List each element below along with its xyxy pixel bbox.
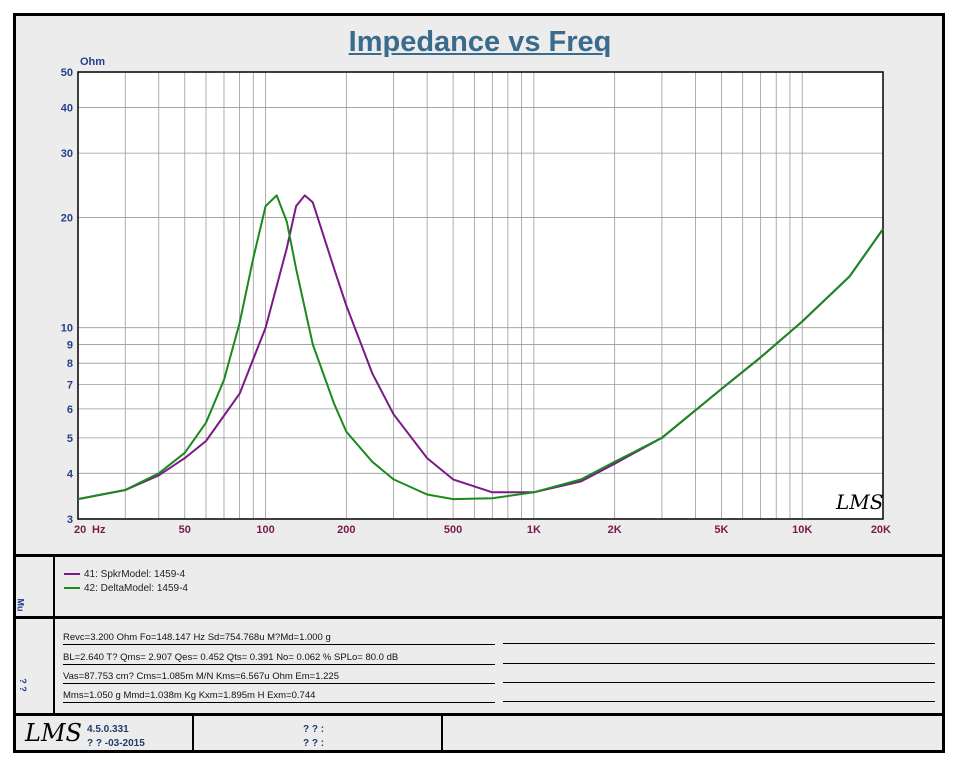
- blank-line-3: [503, 682, 935, 683]
- legend-section-top-border: [13, 554, 945, 557]
- y-tick-label: 4: [67, 468, 74, 480]
- x-tick-label: 5K: [714, 524, 728, 536]
- param-line-3: Vas=87.753 cm? Cms=1.085m M/N Kms=6.567u…: [63, 671, 495, 684]
- legend-label-delta-model: 42: DeltaModel: 1459-4: [84, 583, 188, 594]
- params-section-top-border: [13, 616, 945, 619]
- x-tick-label: 1K: [527, 524, 541, 536]
- y-tick-label: 9: [67, 339, 73, 351]
- series-line-2: [77, 194, 884, 501]
- legend-item-spkr-model: 41: SpkrModel: 1459-4: [64, 569, 185, 580]
- legend-swatch-delta-model: [64, 587, 80, 590]
- param-line-2: BL=2.640 T? Qms= 2.907 Qes= 0.452 Qts= 0…: [63, 652, 495, 665]
- x-tick-label: 200: [337, 524, 355, 536]
- legend-swatch-spkr-model: [64, 573, 80, 576]
- footer-field-2: ? ? :: [303, 738, 325, 749]
- footer-field-1: ? ? :: [303, 724, 325, 735]
- footer-section-top-border: [13, 713, 945, 716]
- x-tick-label: 100: [256, 524, 274, 536]
- legend-label-spkr-model: 41: SpkrModel: 1459-4: [84, 569, 186, 580]
- x-tick-label: 10K: [792, 524, 812, 536]
- params-side-label: ? ?: [17, 678, 28, 692]
- impedance-chart: 3 4 5 6 7 8 9 10 20 30 40 50 20 50 100 200 500 1K 2K 5K 10K 2…: [61, 56, 891, 536]
- y-tick-label: 30: [61, 148, 73, 160]
- param-line-1: Revc=3.200 Ohm Fo=148.147 Hz Sd=754.768u…: [63, 632, 495, 645]
- y-tick-label: 6: [67, 404, 73, 416]
- legend-side-label: Mu: [15, 598, 26, 612]
- plot-area: [78, 72, 883, 519]
- x-tick-label: 50: [179, 524, 191, 536]
- footer-divider-1: [192, 715, 194, 753]
- footer-divider-2: [441, 715, 443, 753]
- legend-item-delta-model: 42: DeltaModel: 1459-4: [64, 583, 188, 594]
- param-line-4: Mms=1.050 g Mmd=1.038m Kg Kxm=1.895m H E…: [63, 690, 495, 703]
- x-tick-label: 20K: [871, 524, 891, 536]
- x-axis-label: Hz: [92, 524, 106, 536]
- blank-line-1: [503, 643, 935, 644]
- report-date: ? ? -03-2015: [87, 738, 145, 749]
- chart-lms-logo: LMS: [836, 490, 884, 514]
- footer-lms-logo: LMS: [25, 719, 82, 747]
- software-version: 4.5.0.331: [87, 724, 129, 735]
- y-tick-label: 3: [67, 514, 73, 526]
- x-tick-label: 2K: [608, 524, 622, 536]
- y-tick-label: 5: [67, 433, 73, 445]
- y-tick-label: 7: [67, 379, 73, 391]
- y-tick-label: 8: [67, 358, 73, 370]
- y-tick-label: 40: [61, 102, 73, 114]
- page-title: Impedance vs Freq: [348, 26, 612, 58]
- x-tick-label: 20: [74, 524, 86, 536]
- y-tick-label: 20: [61, 213, 73, 225]
- blank-line-4: [503, 701, 935, 702]
- blank-line-2: [503, 663, 935, 664]
- plot-border: [77, 71, 884, 520]
- x-tick-label: 500: [444, 524, 462, 536]
- y-tick-label: 10: [61, 323, 73, 335]
- y-axis-label: Ohm: [80, 56, 105, 68]
- side-column-divider: [53, 556, 55, 715]
- y-tick-label: 50: [61, 67, 73, 79]
